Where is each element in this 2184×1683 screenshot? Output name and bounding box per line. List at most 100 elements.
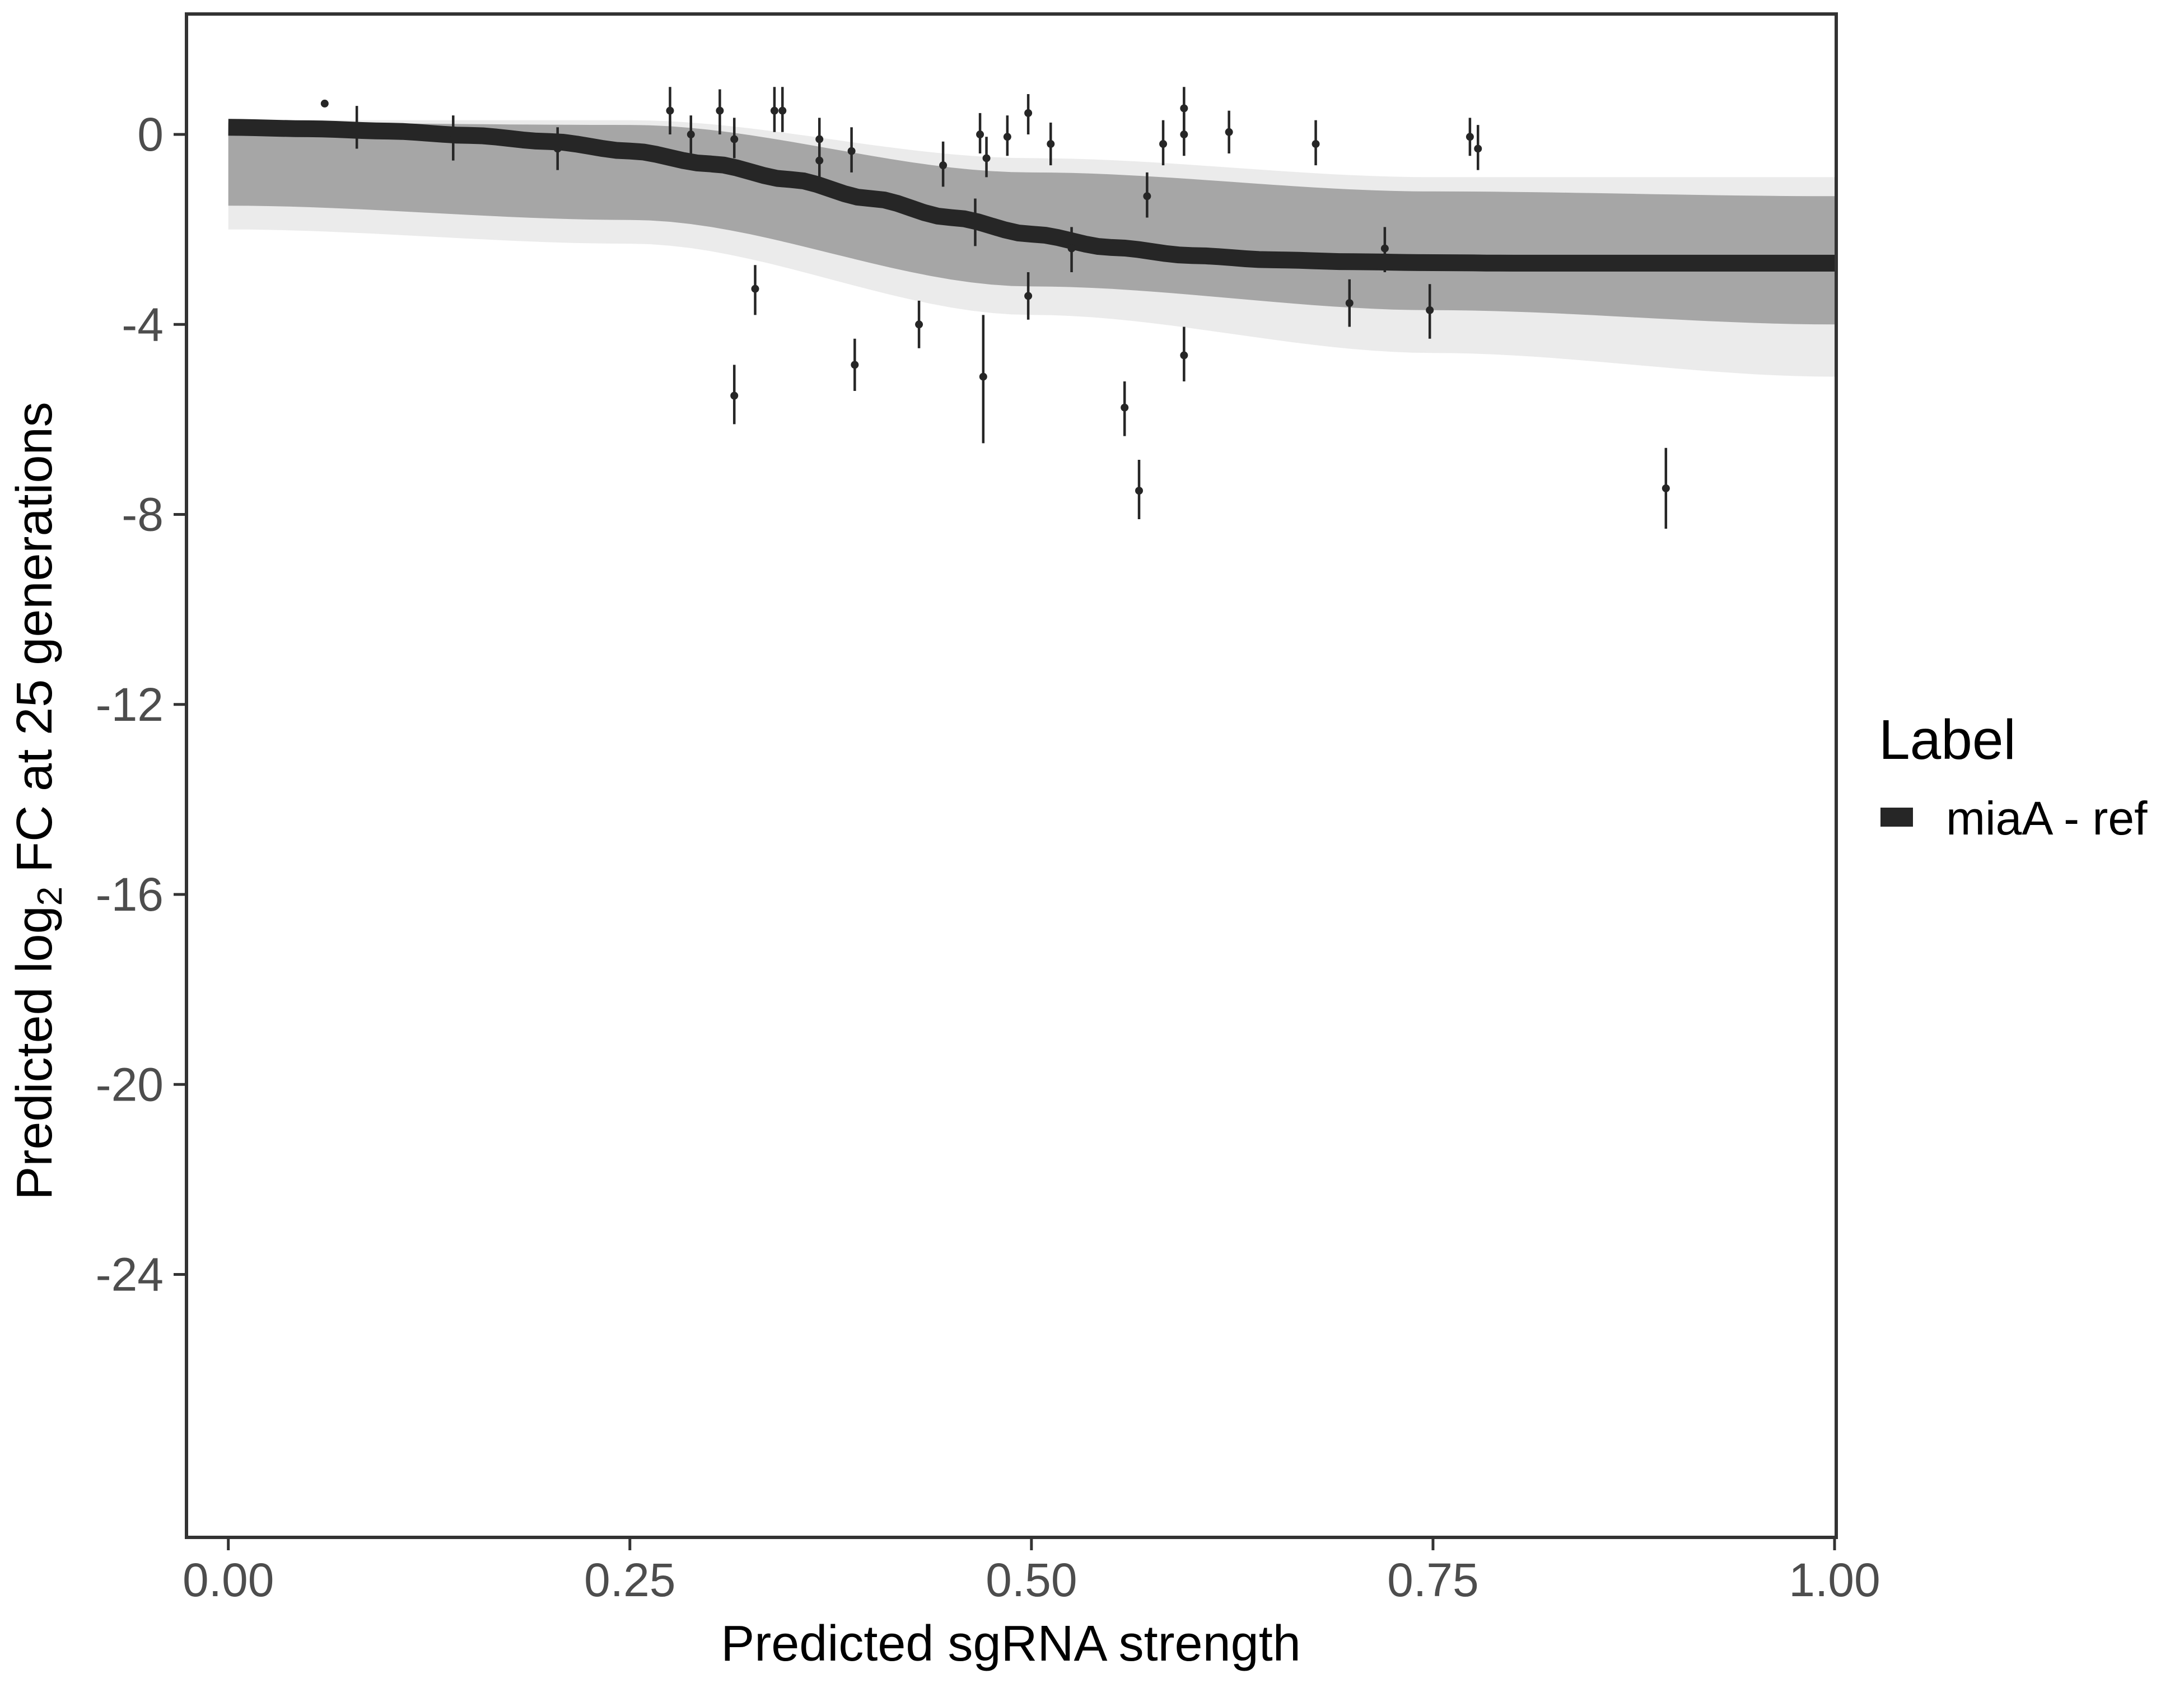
- data-point: [1143, 172, 1151, 218]
- point-marker: [815, 156, 824, 165]
- data-point: [1121, 381, 1129, 436]
- y-axis-title-subscript: 2: [31, 887, 69, 906]
- y-tick-label: -24: [96, 1248, 164, 1301]
- data-point: [1380, 227, 1389, 272]
- x-tick-label: 1.00: [1789, 1554, 1880, 1606]
- point-marker: [320, 99, 329, 108]
- point-marker: [1121, 403, 1129, 412]
- y-tick-label: -20: [96, 1058, 164, 1111]
- point-marker: [1003, 133, 1011, 141]
- point-marker: [971, 218, 979, 226]
- point-marker: [1159, 139, 1168, 148]
- y-tick-label: -12: [96, 678, 164, 731]
- data-point: [1345, 279, 1354, 327]
- point-marker: [553, 144, 562, 153]
- point-marker: [1466, 133, 1474, 141]
- point-marker: [778, 106, 787, 115]
- point-marker: [1024, 109, 1033, 117]
- point-marker: [1143, 192, 1151, 201]
- point-marker: [915, 320, 923, 329]
- legend-label-miaa-ref: miaA - ref: [1946, 792, 2148, 845]
- legend-key-miaa-ref: [1880, 808, 1913, 827]
- data-points-layer: [320, 87, 1670, 529]
- point-marker: [1312, 139, 1320, 148]
- data-point: [553, 127, 562, 170]
- data-point: [1003, 115, 1011, 156]
- x-tick-label: 0.50: [986, 1554, 1077, 1606]
- data-point: [770, 87, 778, 132]
- data-point: [1662, 447, 1670, 529]
- data-point: [1067, 227, 1076, 272]
- data-point: [915, 300, 923, 348]
- point-marker: [1380, 244, 1389, 253]
- y-axis: 0 -4 -8 -12 -16 -20 -24: [96, 108, 186, 1301]
- data-point: [1225, 110, 1233, 153]
- point-marker: [449, 135, 458, 143]
- y-tick-label: -8: [122, 488, 164, 541]
- point-marker: [730, 135, 739, 143]
- data-point: [979, 315, 987, 444]
- plot-panel-border: [185, 12, 1838, 1539]
- data-point: [730, 365, 739, 425]
- point-marker: [1225, 128, 1233, 136]
- data-point: [976, 113, 984, 153]
- point-marker: [1426, 306, 1434, 314]
- point-marker: [770, 106, 778, 115]
- legend: Label miaA - ref: [1879, 708, 2148, 845]
- point-marker: [982, 154, 991, 162]
- point-marker: [1474, 144, 1482, 153]
- point-marker: [687, 130, 695, 139]
- data-point: [1180, 113, 1188, 156]
- posterior-band-core: [228, 122, 1835, 325]
- point-marker: [1067, 244, 1076, 253]
- fit-curve-layer: [228, 119, 1835, 272]
- point-marker: [1180, 351, 1188, 360]
- data-point: [1047, 122, 1055, 166]
- point-marker: [976, 130, 984, 139]
- data-point: [751, 265, 759, 315]
- point-marker: [751, 285, 759, 293]
- data-point: [716, 89, 724, 135]
- data-point: [939, 141, 948, 187]
- data-point: [320, 99, 329, 108]
- data-point: [851, 338, 859, 391]
- x-tick-label: 0.00: [183, 1554, 274, 1606]
- y-tick-label: -4: [122, 298, 164, 351]
- point-marker: [1180, 130, 1188, 139]
- point-marker: [730, 391, 739, 400]
- data-point: [1024, 272, 1033, 320]
- data-point: [815, 139, 824, 180]
- point-marker: [1047, 139, 1055, 148]
- point-marker: [716, 106, 724, 115]
- point-marker: [353, 125, 361, 134]
- data-point: [730, 118, 739, 158]
- data-point: [1474, 125, 1482, 170]
- data-point: [1180, 327, 1188, 382]
- x-tick-label: 0.25: [584, 1554, 676, 1606]
- x-tick-label: 0.75: [1387, 1554, 1479, 1606]
- y-tick-label: -16: [96, 868, 164, 921]
- legend-title: Label: [1879, 708, 2016, 771]
- point-marker: [847, 147, 856, 155]
- data-point: [353, 106, 361, 149]
- data-point: [449, 115, 458, 161]
- point-marker: [1662, 484, 1670, 492]
- data-point: [1466, 118, 1474, 156]
- y-tick-label: 0: [137, 108, 164, 161]
- data-point: [1159, 120, 1168, 166]
- point-marker: [979, 372, 987, 381]
- x-axis-title: Predicted sgRNA strength: [721, 1616, 1301, 1672]
- point-marker: [666, 106, 674, 115]
- y-axis-title-prefix: Predicted log: [7, 906, 63, 1200]
- fit-curve-miaa-ref: [228, 119, 1835, 272]
- point-marker: [1345, 299, 1354, 307]
- data-point: [1312, 120, 1320, 166]
- point-marker: [851, 361, 859, 369]
- posterior-band-layer: [228, 120, 1835, 377]
- data-point: [1024, 94, 1033, 135]
- data-point: [971, 198, 979, 246]
- data-point: [982, 137, 991, 178]
- x-axis: 0.00 0.25 0.50 0.75 1.00: [183, 1537, 1880, 1606]
